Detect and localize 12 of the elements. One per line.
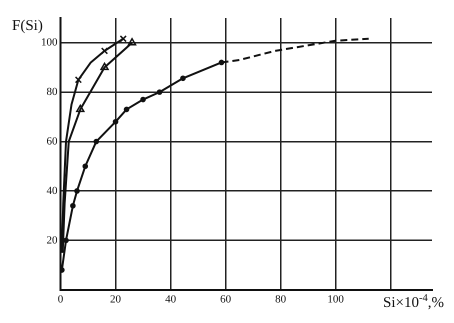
y-tick-label: 40	[46, 184, 58, 197]
y-tick-label: 60	[46, 135, 58, 148]
y-axis-title: F(Si)	[12, 18, 43, 34]
x-tick-label: 0	[58, 293, 64, 306]
x-tick-label: 40	[165, 293, 177, 306]
y-tick-label: 80	[46, 86, 58, 98]
x-tick-label: 20	[110, 293, 122, 306]
x-tick-label: 100	[327, 293, 344, 306]
y-tick-label: 20	[46, 234, 58, 246]
y-tick-label: 100	[41, 36, 58, 49]
x-tick-label: 60	[220, 293, 232, 306]
x-tick-label: 80	[275, 293, 287, 306]
